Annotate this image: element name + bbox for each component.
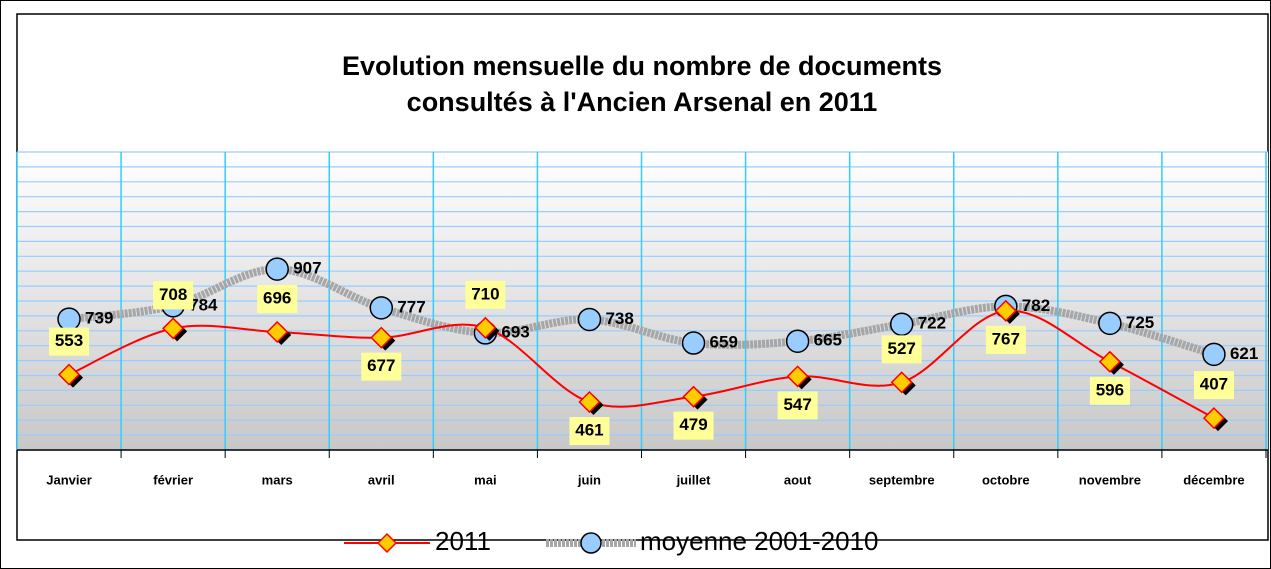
- marker: [266, 320, 289, 344]
- data-label: 710: [471, 284, 499, 303]
- marker: [370, 326, 393, 349]
- data-label-box: [569, 417, 610, 446]
- marker: [1202, 342, 1226, 367]
- x-tick-label: septembre: [869, 472, 935, 487]
- data-label: 738: [605, 309, 633, 328]
- data-label: 708: [159, 285, 187, 304]
- data-label: 739: [85, 309, 113, 328]
- data-label: 527: [888, 339, 916, 358]
- x-tick-label: octobre: [982, 472, 1030, 487]
- data-label: 767: [992, 329, 1020, 348]
- chart-title: Evolution mensuelle du nombre de documen…: [342, 51, 942, 81]
- marker: [786, 365, 809, 388]
- marker: [890, 371, 913, 394]
- legend-label: 2011: [435, 526, 491, 556]
- marker: [474, 316, 497, 339]
- data-label-box: [49, 327, 90, 356]
- legend-marker: [580, 532, 602, 554]
- x-tick-label: Janvier: [46, 472, 92, 487]
- data-label: 696: [263, 288, 291, 307]
- data-label: 784: [189, 295, 218, 314]
- marker: [57, 307, 81, 331]
- data-label: 659: [710, 333, 738, 352]
- data-label: 461: [575, 421, 603, 440]
- x-tick-label: février: [153, 472, 193, 487]
- x-tick-label: mars: [262, 472, 293, 487]
- marker: [265, 257, 289, 281]
- data-label: 596: [1096, 380, 1124, 399]
- marker: [369, 296, 394, 320]
- marker: [578, 390, 601, 414]
- data-label: 782: [1022, 296, 1050, 315]
- data-label-box: [361, 352, 402, 381]
- data-label: 479: [679, 415, 707, 434]
- data-label: 621: [1230, 344, 1258, 363]
- marker: [577, 307, 602, 332]
- data-label: 693: [501, 322, 529, 341]
- marker: [1098, 350, 1121, 373]
- marker: [682, 385, 705, 408]
- x-tick-label: juin: [577, 472, 601, 487]
- data-label-box: [985, 325, 1026, 354]
- data-label: 907: [293, 259, 321, 278]
- data-label-box: [257, 284, 298, 313]
- marker: [1098, 311, 1122, 336]
- data-label: 722: [918, 314, 946, 333]
- data-label: 407: [1200, 375, 1228, 394]
- legend-marker: [376, 532, 398, 554]
- data-label-box: [673, 411, 714, 440]
- marker: [994, 299, 1017, 322]
- x-tick-label: décembre: [1183, 472, 1244, 487]
- data-label: 665: [814, 331, 842, 350]
- marker: [681, 331, 706, 355]
- data-label-box: [465, 280, 506, 309]
- x-tick-label: aout: [784, 472, 812, 487]
- data-label: 553: [55, 331, 83, 350]
- data-label: 547: [783, 395, 811, 414]
- data-label-box: [777, 391, 818, 420]
- data-label-box: [881, 335, 922, 364]
- data-label: 677: [367, 356, 395, 375]
- marker: [1202, 407, 1226, 430]
- x-tick-label: juillet: [676, 472, 712, 487]
- data-label-box: [1089, 376, 1130, 405]
- data-label-box: [1193, 371, 1234, 400]
- marker: [785, 329, 810, 353]
- marker: [57, 363, 81, 386]
- data-label-box: [153, 281, 194, 310]
- legend-label: moyenne 2001-2010: [640, 526, 879, 556]
- x-tick-label: avril: [368, 472, 395, 487]
- x-tick-label: mai: [474, 472, 496, 487]
- x-tick-label: novembre: [1079, 472, 1141, 487]
- data-label: 725: [1126, 313, 1154, 332]
- data-label: 777: [397, 297, 425, 316]
- marker: [162, 317, 185, 340]
- chart-title: consultés à l'Ancien Arsenal en 2011: [407, 87, 878, 117]
- marker: [889, 312, 914, 336]
